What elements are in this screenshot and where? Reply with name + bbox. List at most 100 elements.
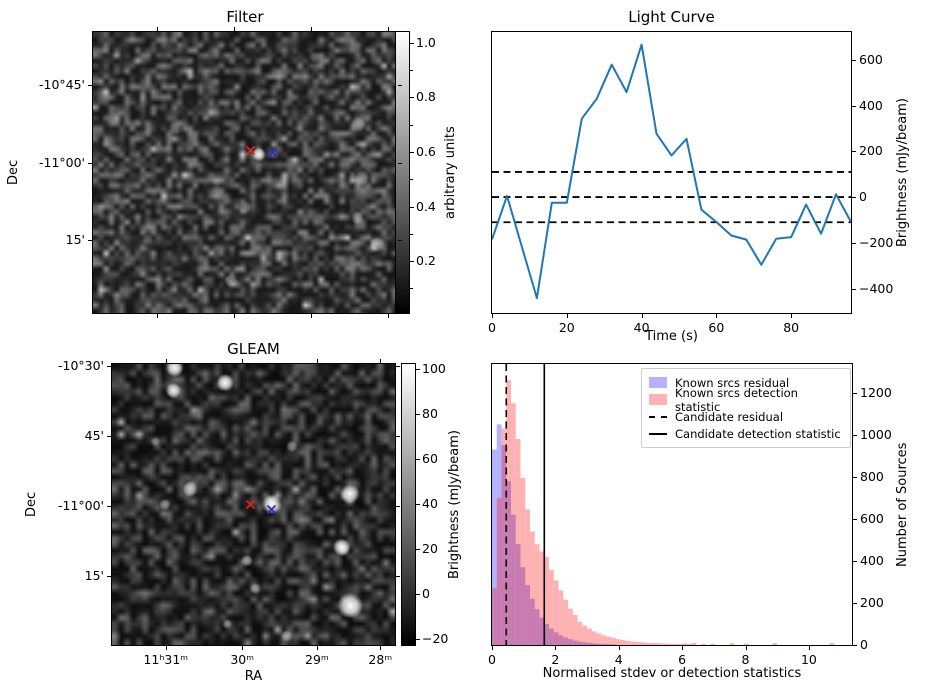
- x-tick-label: 2: [551, 652, 560, 667]
- tick-mark: [396, 575, 400, 577]
- y-tick-label: −200: [859, 234, 894, 250]
- tick-mark: [852, 151, 856, 153]
- y-tick-label: 600: [860, 510, 884, 526]
- gleam-blue-x-marker-icon: [266, 504, 276, 514]
- tick-mark: [310, 314, 312, 318]
- gleam-title: GLEAM: [227, 340, 280, 358]
- y-tick-label: 600: [859, 51, 883, 67]
- tick-mark: [107, 365, 111, 367]
- tick-mark: [398, 85, 402, 87]
- histogram-series: [492, 424, 616, 645]
- tick-mark: [416, 593, 420, 595]
- tick-mark: [416, 413, 420, 415]
- x-tick-label: 8: [741, 652, 750, 667]
- tick-mark: [156, 314, 158, 318]
- histogram-ylabel: Number of Sources: [895, 442, 910, 567]
- y-tick-label: 0: [422, 585, 430, 601]
- tick-mark: [410, 152, 414, 154]
- y-tick-label: −400: [859, 280, 894, 296]
- y-tick-label: -11°00': [38, 155, 85, 171]
- histogram-xlabel: Normalised stdev or detection statistics: [542, 666, 802, 681]
- legend-swatch-icon: [649, 377, 667, 388]
- tick-mark: [410, 233, 413, 235]
- tick-mark: [853, 434, 857, 436]
- filter-red-x-marker-icon: [246, 145, 256, 155]
- tick-mark: [398, 163, 402, 165]
- tick-mark: [410, 42, 414, 44]
- tick-mark: [165, 646, 167, 650]
- y-tick-label: 200: [860, 594, 884, 610]
- tick-mark: [388, 27, 390, 31]
- x-tick-label: 80: [783, 320, 800, 335]
- y-tick-label: 80: [422, 405, 438, 421]
- tick-mark: [316, 359, 318, 363]
- tick-mark: [416, 503, 420, 505]
- tick-mark: [416, 368, 420, 370]
- filter-ylabel: Dec: [6, 159, 21, 186]
- filter-title: Filter: [226, 8, 264, 26]
- tick-mark: [388, 314, 390, 318]
- tick-mark: [416, 458, 420, 460]
- tick-mark: [234, 314, 236, 318]
- filter-colorbar: [395, 31, 410, 314]
- light-curve-title: Light Curve: [628, 8, 715, 26]
- tick-mark: [492, 314, 493, 318]
- tick-mark: [410, 70, 413, 72]
- y-tick-label: 0.8: [416, 89, 436, 105]
- tick-mark: [852, 197, 856, 199]
- x-tick-label: 60: [708, 320, 725, 335]
- x-tick-label: 10: [800, 652, 817, 667]
- filter-image: [92, 31, 398, 314]
- y-tick-label: 1200: [860, 384, 892, 400]
- tick-mark: [716, 314, 718, 318]
- legend-line-icon: [649, 432, 667, 435]
- tick-mark: [410, 206, 414, 208]
- tick-mark: [396, 505, 400, 507]
- y-tick-label: 0.6: [416, 144, 436, 160]
- y-tick-label: 0: [859, 189, 867, 205]
- x-tick-label: 4: [614, 652, 623, 667]
- x-tick-label: 40: [633, 320, 650, 335]
- histogram-plot: [491, 363, 853, 646]
- y-tick-label: 0.4: [416, 198, 436, 214]
- tick-mark: [410, 124, 413, 126]
- gleam-xlabel: RA: [244, 669, 263, 684]
- y-tick-label: 400: [860, 552, 884, 568]
- tick-mark: [682, 646, 684, 650]
- tick-mark: [107, 575, 111, 577]
- y-tick-label: 20: [422, 540, 438, 556]
- histogram-legend: Known srcs residual Known srcs detection …: [641, 368, 851, 448]
- x-tick-label: 11ʰ31ᵐ: [143, 652, 189, 667]
- y-tick-label: −20: [422, 630, 449, 646]
- y-tick-label: 200: [859, 143, 883, 159]
- y-tick-label: 0.2: [416, 253, 436, 269]
- x-tick-label: 0: [488, 652, 496, 667]
- tick-mark: [852, 105, 856, 107]
- tick-mark: [410, 97, 414, 99]
- legend-label: Candidate residual: [675, 409, 784, 424]
- tick-mark: [641, 314, 643, 318]
- tick-mark: [555, 646, 557, 650]
- y-tick-label: -11°00': [57, 497, 104, 513]
- legend-item: Candidate detection statistic: [649, 425, 843, 442]
- tick-mark: [396, 436, 400, 438]
- tick-mark: [791, 314, 793, 318]
- tick-mark: [234, 27, 236, 31]
- y-tick-label: -10°30': [57, 357, 104, 373]
- tick-mark: [492, 646, 493, 650]
- y-tick-label: 800: [860, 468, 884, 484]
- tick-mark: [853, 518, 857, 520]
- tick-mark: [165, 359, 167, 363]
- tick-mark: [745, 646, 747, 650]
- light-curve-line: [492, 43, 851, 300]
- gleam-colorbar: [401, 363, 416, 646]
- legend-item: Candidate residual: [649, 408, 843, 425]
- legend-line-icon: [649, 415, 667, 418]
- tick-mark: [852, 59, 856, 61]
- x-tick-label: 29ᵐ: [305, 652, 329, 667]
- legend-item: Known srcs detection statistic: [649, 386, 843, 414]
- y-tick-label: 40: [422, 495, 438, 511]
- tick-mark: [310, 27, 312, 31]
- legend-swatch-icon: [649, 394, 667, 405]
